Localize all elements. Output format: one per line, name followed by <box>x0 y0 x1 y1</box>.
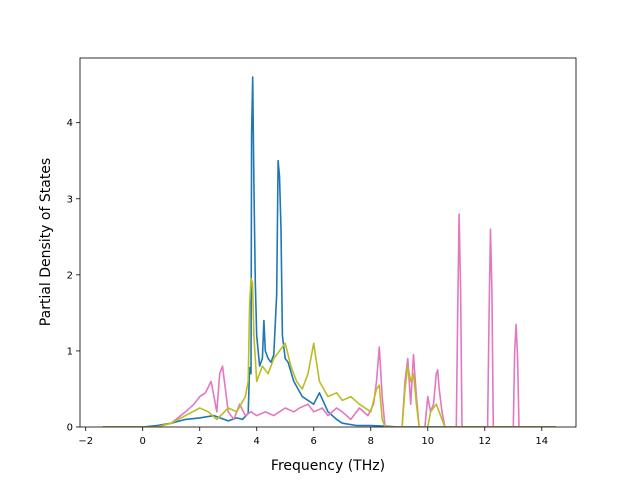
x-tick-label: 2 <box>197 436 203 447</box>
x-axis: −2 0 2 4 6 8 10 12 14 <box>78 427 548 447</box>
x-tick-label: 8 <box>368 436 374 447</box>
y-tick-label: 1 <box>67 346 73 357</box>
x-tick-label: 0 <box>140 436 146 447</box>
x-tick-label: −2 <box>78 436 93 447</box>
y-tick-label: 3 <box>67 194 73 205</box>
x-tick-label: 10 <box>421 436 434 447</box>
y-tick-label: 0 <box>67 423 73 434</box>
y-tick-label: 2 <box>67 270 73 281</box>
x-tick-label: 14 <box>535 436 548 447</box>
series-layer <box>102 76 556 427</box>
y-tick-label: 4 <box>67 118 73 129</box>
y-axis: 0 1 2 3 4 <box>67 118 80 434</box>
x-tick-label: 4 <box>254 436 260 447</box>
series-line-2 <box>102 213 556 427</box>
series-line-3 <box>102 277 556 427</box>
x-tick-label: 12 <box>478 436 491 447</box>
x-tick-label: 6 <box>311 436 317 447</box>
plot-frame <box>79 57 577 428</box>
y-axis-title: Partial Density of States <box>38 158 54 326</box>
series-line-1 <box>102 76 556 427</box>
x-axis-title: Frequency (THz) <box>271 458 385 474</box>
